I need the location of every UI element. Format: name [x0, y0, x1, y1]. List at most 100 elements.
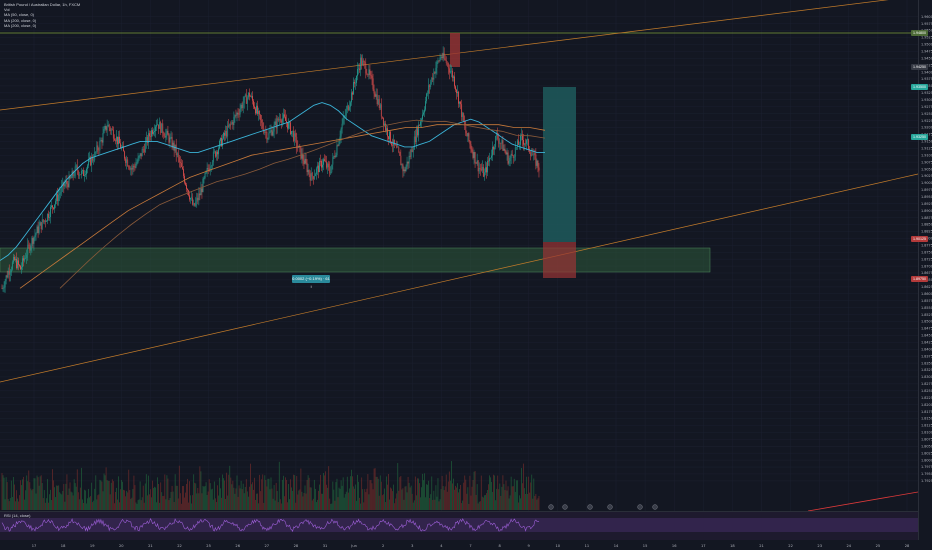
candle-body [8, 270, 10, 275]
candle-body [427, 93, 429, 95]
candle-body [192, 197, 194, 205]
candle-body [496, 132, 498, 136]
ma-legend-3[interactable]: MA (200, close, 0) [4, 22, 37, 28]
volume-bar [32, 488, 34, 510]
volume-bar [123, 489, 124, 510]
candle-body [214, 151, 216, 157]
candle-body [373, 89, 375, 94]
candle-body [156, 124, 157, 127]
candle-body [303, 160, 305, 164]
candle-body [64, 184, 66, 187]
volume-bar [70, 491, 72, 510]
candle-body [55, 201, 56, 205]
candle-body [141, 149, 143, 157]
candle-body [433, 72, 435, 80]
volume-bar [142, 485, 144, 510]
candle-body [520, 135, 521, 145]
ma-mid-line [59, 119, 546, 289]
volume-bar [78, 499, 80, 510]
ma-legend-1[interactable]: MA (50, close, 0) [4, 12, 35, 18]
volume-bar [509, 495, 511, 510]
candle-body [53, 207, 54, 209]
candle-body [51, 205, 52, 208]
candle-body [63, 182, 65, 187]
volume-bar [105, 467, 107, 510]
candle-body [36, 226, 38, 234]
volume-bar [285, 477, 286, 510]
candle-body [512, 155, 514, 158]
candle-body [380, 104, 382, 117]
candle-body [122, 146, 123, 148]
candle-body [424, 109, 425, 113]
chart-legend: British Pound / Australian Dollar, 1h, F… [4, 2, 80, 28]
volume-bar [17, 498, 18, 510]
candle-body [211, 162, 213, 167]
event-marker-icon [607, 504, 613, 510]
candle-body [386, 128, 387, 131]
price-tick-label: 1.82000 [921, 403, 932, 407]
candle-body [509, 157, 511, 161]
candle-body [286, 120, 287, 123]
time-tick-label: 8 [498, 544, 501, 548]
candle-body [69, 175, 71, 179]
time-tick-label: 10 [556, 544, 561, 548]
volume-bar [441, 475, 443, 510]
volume-bar [159, 502, 161, 510]
price-tick-label: 1.87500 [921, 250, 932, 254]
candle-body [348, 106, 350, 111]
rsi-band [0, 518, 918, 532]
symbol-title[interactable]: British Pound / Australian Dollar, 1h, F… [4, 2, 81, 7]
volume-bar [122, 481, 123, 510]
candle-body [397, 147, 399, 148]
volume-bar [315, 502, 317, 510]
volume-bar [134, 485, 136, 510]
volume-bar [381, 495, 383, 510]
price-tick-label: 1.80000 [921, 458, 932, 462]
volume-bar [209, 483, 211, 510]
price-tick-label: 1.81500 [921, 417, 932, 421]
price-tick-label: 1.84500 [921, 334, 932, 338]
price-tick-label: 1.83500 [921, 361, 932, 365]
candle-body [418, 124, 419, 136]
candle-body [176, 153, 178, 155]
candle-body [202, 178, 204, 193]
candle-body [285, 116, 286, 121]
volume-bar [139, 481, 141, 510]
volume-bar [168, 500, 170, 510]
volume-bar [481, 496, 483, 510]
volume-bar [54, 487, 55, 510]
volume-bar [43, 490, 45, 510]
time-tick-label: 22 [788, 544, 793, 548]
rsi-legend[interactable]: RSI (14, close) [4, 513, 31, 518]
candle-body [166, 130, 168, 134]
volume-bar [136, 503, 138, 510]
price-tick-label: 1.93250 [921, 91, 932, 95]
candle-body [343, 116, 345, 118]
candle-body [306, 163, 308, 173]
ma-legend-2[interactable]: MA (200, close, 0) [4, 17, 37, 23]
candle-body [370, 74, 372, 76]
candle-body [123, 146, 124, 152]
volume-bar [66, 474, 68, 510]
candle-body [255, 108, 256, 114]
candle-body [145, 137, 147, 143]
candle-body [89, 157, 90, 160]
volume-bar [317, 499, 318, 510]
price-tick-label: 1.88500 [921, 223, 932, 227]
volume-bar [412, 502, 414, 510]
volume-legend[interactable]: Vol [4, 7, 10, 13]
volume-bar [266, 486, 268, 510]
candle-body [219, 140, 220, 149]
candle-body [283, 114, 284, 119]
candle-body [30, 246, 32, 251]
volume-bar [56, 485, 57, 510]
volume-bar [218, 495, 219, 510]
volume-bar [283, 475, 284, 510]
candle-body [147, 133, 149, 143]
volume-bar [69, 482, 71, 510]
candle-body [347, 105, 349, 111]
volume-bar [345, 491, 347, 510]
candle-body [458, 91, 459, 104]
candle-body [452, 70, 453, 78]
time-axis[interactable]: 17 18 19 20 21 22 25 26 27 28 31 Jun 2 3 4 7 8 9 10 11 14 15 1… [32, 544, 910, 548]
